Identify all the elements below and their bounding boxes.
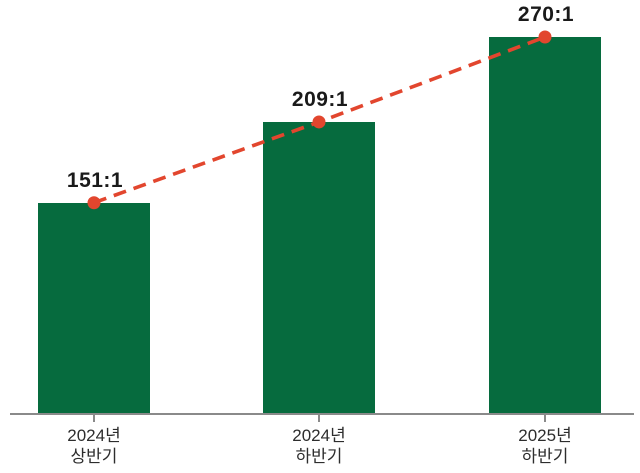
bar-1 [38, 202, 150, 413]
x-axis-label-line: 2025년 [518, 426, 572, 445]
value-label-1: 151:1 [66, 168, 124, 192]
x-axis-line [10, 413, 634, 415]
bar-2 [263, 121, 375, 413]
x-axis-tick-3 [544, 415, 546, 422]
x-axis-label-line: 2024년 [67, 426, 121, 445]
x-axis-label-line: 하반기 [295, 447, 343, 466]
value-label-3: 270:1 [517, 3, 575, 26]
x-axis-label-line: 하반기 [521, 447, 569, 466]
value-label-2: 209:1 [291, 87, 349, 111]
x-axis-label-line: 2024년 [292, 426, 346, 445]
x-axis-tick-2 [318, 415, 320, 422]
x-axis-label-line: 상반기 [70, 447, 118, 466]
x-axis-tick-1 [93, 415, 95, 422]
bar-3 [489, 37, 601, 413]
